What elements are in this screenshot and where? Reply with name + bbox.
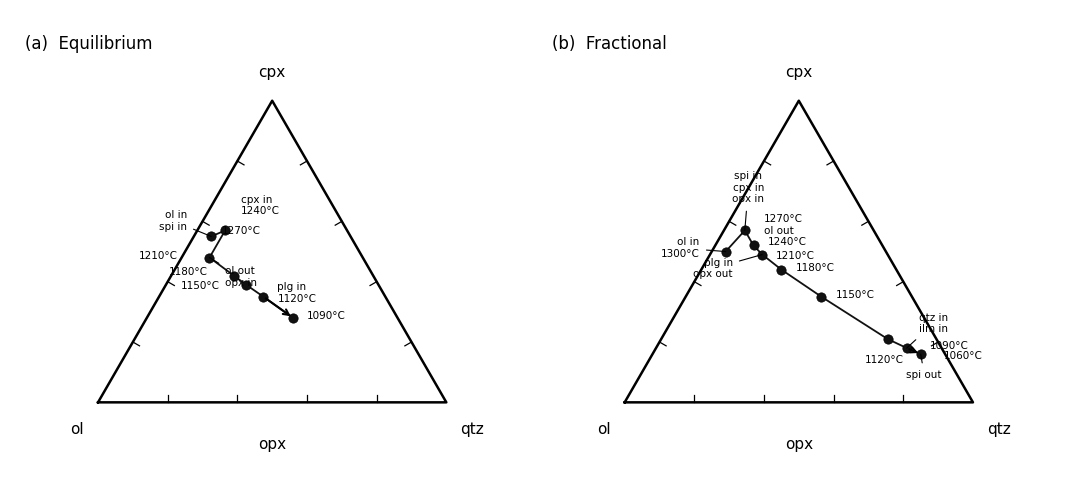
Text: ol in
1300°C: ol in 1300°C: [661, 237, 726, 259]
Text: spi in
cpx in
opx in: spi in cpx in opx in: [733, 171, 765, 230]
Text: ol: ol: [71, 422, 85, 436]
Text: cpx: cpx: [258, 65, 286, 80]
Text: qtz in
ilm in: qtz in ilm in: [907, 312, 948, 348]
Text: qtz: qtz: [986, 422, 1011, 436]
Text: (a)  Equilibrium: (a) Equilibrium: [25, 34, 152, 53]
Point: [225, 272, 242, 279]
Text: 1060°C: 1060°C: [944, 351, 982, 361]
Text: opx: opx: [785, 437, 813, 452]
Point: [899, 344, 916, 352]
Point: [813, 293, 830, 301]
Text: cpx: cpx: [785, 65, 813, 80]
Text: ol: ol: [598, 422, 610, 436]
Point: [255, 293, 272, 301]
Text: 1090°C: 1090°C: [307, 311, 346, 321]
Text: 1150°C: 1150°C: [181, 281, 220, 291]
Point: [912, 350, 930, 358]
Text: plg in
opx out: plg in opx out: [693, 254, 763, 279]
Text: (b)  Fractional: (b) Fractional: [552, 34, 666, 53]
Point: [736, 226, 753, 234]
Point: [238, 281, 255, 289]
Text: 1210°C: 1210°C: [139, 251, 178, 261]
Text: 1150°C: 1150°C: [835, 290, 874, 300]
Text: ol in
spi in: ol in spi in: [159, 210, 211, 237]
Text: 1120°C: 1120°C: [864, 355, 904, 365]
Text: spi out: spi out: [906, 354, 942, 380]
Point: [216, 226, 233, 234]
Point: [773, 266, 790, 274]
Text: ol out
opx in: ol out opx in: [210, 257, 257, 288]
Text: 1270°C
ol out: 1270°C ol out: [764, 215, 803, 236]
Text: 1270°C: 1270°C: [222, 226, 260, 236]
Point: [202, 233, 220, 241]
Text: opx: opx: [258, 437, 286, 452]
Point: [879, 335, 896, 343]
Text: plg in
1120°C: plg in 1120°C: [277, 282, 316, 304]
Text: 1090°C: 1090°C: [930, 341, 968, 351]
Point: [201, 253, 218, 261]
Text: cpx in
1240°C: cpx in 1240°C: [241, 195, 280, 216]
Point: [745, 242, 763, 249]
Text: 1180°C: 1180°C: [169, 267, 208, 277]
Text: 1180°C: 1180°C: [796, 263, 834, 273]
Text: 1210°C: 1210°C: [776, 251, 815, 261]
Point: [754, 250, 771, 258]
Text: 1240°C: 1240°C: [768, 237, 806, 247]
Point: [285, 314, 302, 322]
Point: [718, 247, 735, 255]
Text: qtz: qtz: [461, 422, 484, 436]
